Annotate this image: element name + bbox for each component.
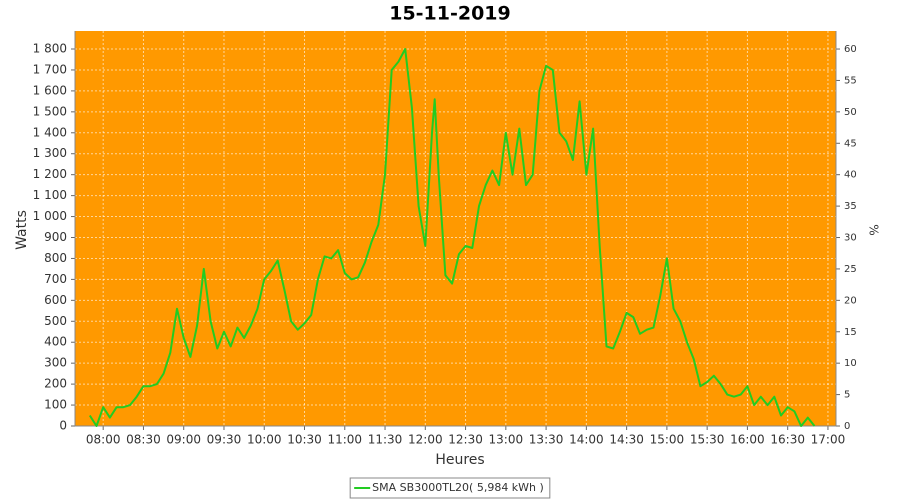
- y-tick-label: 0: [59, 419, 67, 433]
- y-tick-label: 900: [44, 230, 67, 244]
- y2-axis-title: %: [867, 224, 881, 235]
- y2-tick-label: 15: [844, 327, 857, 338]
- y2-tick-label: 0: [844, 421, 850, 432]
- x-tick-label: 15:00: [650, 433, 685, 447]
- x-tick-label: 14:00: [569, 433, 604, 447]
- x-tick-label: 09:30: [207, 433, 242, 447]
- x-tick-label: 10:00: [247, 433, 282, 447]
- y2-tick-label: 55: [844, 75, 857, 86]
- y-axis-title: Watts: [14, 210, 30, 250]
- x-tick-label: 12:30: [448, 433, 483, 447]
- y-tick-label: 500: [44, 314, 67, 328]
- x-tick-label: 09:00: [166, 433, 201, 447]
- y2-tick-label: 50: [844, 107, 857, 118]
- x-tick-label: 11:30: [368, 433, 403, 447]
- y-tick-label: 1 700: [33, 62, 67, 76]
- x-tick-label: 17:00: [811, 433, 846, 447]
- y-tick-label: 700: [44, 272, 67, 286]
- x-tick-label: 13:00: [489, 433, 524, 447]
- x-tick-label: 10:30: [287, 433, 322, 447]
- y2-tick-label: 60: [844, 44, 857, 55]
- y2-tick-label: 30: [844, 233, 857, 244]
- y-tick-label: 200: [44, 377, 67, 391]
- y-tick-label: 1 300: [33, 146, 67, 160]
- y2-tick-label: 45: [844, 138, 857, 149]
- legend-box: [349, 477, 551, 499]
- x-tick-label: 13:30: [529, 433, 564, 447]
- x-tick-label: 12:00: [408, 433, 443, 447]
- x-tick-label: 08:00: [86, 433, 121, 447]
- y-tick-label: 1 500: [33, 104, 67, 118]
- y2-tick-label: 40: [844, 170, 857, 181]
- x-tick-label: 11:00: [327, 433, 362, 447]
- y-tick-label: 300: [44, 356, 67, 370]
- y-tick-label: 600: [44, 293, 67, 307]
- data-line: [88, 48, 816, 427]
- y2-tick-label: 20: [844, 295, 857, 306]
- y-tick-label: 1 200: [33, 167, 67, 181]
- y-tick-label: 1 800: [33, 42, 67, 56]
- y-tick-label: 100: [44, 398, 67, 412]
- y-tick-label: 800: [44, 251, 67, 265]
- y-tick-label: 1 600: [33, 83, 67, 97]
- y2-tick-label: 5: [844, 390, 850, 401]
- x-axis-title: Heures: [435, 452, 484, 468]
- y-tick-label: 1 400: [33, 125, 67, 139]
- chart-title: 15-11-2019: [389, 3, 511, 25]
- legend: SMA SB3000TL20( 5,984 kWh ): [349, 477, 551, 499]
- y2-tick-label: 25: [844, 264, 857, 275]
- y-tick-label: 1 000: [33, 209, 67, 223]
- y-tick-label: 1 100: [33, 188, 67, 202]
- x-tick-label: 16:00: [730, 433, 765, 447]
- y-tick-label: 400: [44, 335, 67, 349]
- plot-background: [75, 31, 836, 426]
- x-tick-label: 16:30: [770, 433, 805, 447]
- y2-tick-label: 35: [844, 201, 857, 212]
- legend-label: SMA SB3000TL20( 5,984 kWh ): [372, 481, 544, 494]
- y2-tick-label: 10: [844, 358, 857, 369]
- x-tick-label: 14:30: [609, 433, 644, 447]
- x-tick-label: 15:30: [690, 433, 725, 447]
- x-tick-label: 08:30: [126, 433, 161, 447]
